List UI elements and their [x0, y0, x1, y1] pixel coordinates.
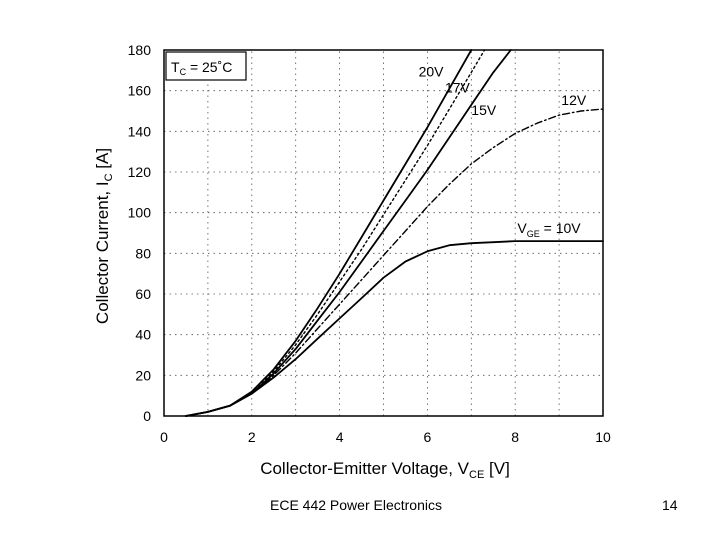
x-tick-label: 8: [511, 429, 519, 445]
y-tick-label: 180: [128, 42, 152, 58]
y-tick-label: 0: [143, 408, 151, 424]
vge-label: VGE = 10V: [517, 220, 581, 239]
series-label: 17V: [445, 80, 471, 96]
plot-border: [163, 49, 604, 417]
y-axis-title-main: Collector Current, I: [93, 181, 112, 324]
y-tick-label: 40: [135, 327, 151, 343]
x-axis-title-sub: CE: [469, 469, 484, 481]
footer-course-title: ECE 442 Power Electronics: [270, 497, 442, 513]
series-label: 15V: [471, 102, 497, 118]
condition-text: TC = 25˚C: [171, 59, 232, 77]
condition-suffix: = 25˚C: [186, 59, 232, 75]
series-line: [185, 49, 512, 417]
plot-frame: [163, 49, 604, 417]
series-label: 12V: [561, 92, 587, 108]
series-group: [185, 49, 604, 417]
condition-prefix: T: [171, 59, 180, 75]
series-label: 20V: [419, 63, 445, 79]
x-tick-label: 4: [336, 429, 344, 445]
y-axis-title: Collector Current, IC [A]: [93, 148, 115, 324]
x-tick-label: 0: [160, 429, 168, 445]
condition-box: [165, 51, 247, 81]
y-tick-label: 120: [128, 164, 152, 180]
x-tick-label: 10: [595, 429, 611, 445]
series-line: [185, 240, 604, 417]
vge-label-suffix: = 10V: [540, 220, 582, 236]
series-line: [185, 108, 604, 417]
y-axis-title-sub: C: [103, 173, 115, 181]
y-tick-label: 80: [135, 245, 151, 261]
x-axis-title-unit: [V]: [484, 459, 510, 478]
x-tick-label: 2: [248, 429, 256, 445]
y-tick-label: 160: [128, 83, 152, 99]
x-tick-label: 6: [424, 429, 432, 445]
page-number: 14: [662, 497, 678, 513]
y-axis-title-unit: [A]: [93, 148, 112, 174]
x-axis-title: Collector-Emitter Voltage, VCE [V]: [260, 459, 510, 481]
grid: [164, 50, 603, 416]
vge-label-prefix: V: [517, 220, 527, 236]
condition-sub: C: [180, 67, 187, 77]
y-tick-label: 100: [128, 205, 152, 221]
y-tick-label: 60: [135, 286, 151, 302]
x-axis-title-main: Collector-Emitter Voltage, V: [260, 459, 469, 478]
vge-label-sub: GE: [527, 229, 540, 239]
y-tick-label: 20: [135, 367, 151, 383]
y-tick-label: 140: [128, 123, 152, 139]
series-line: [185, 49, 473, 417]
